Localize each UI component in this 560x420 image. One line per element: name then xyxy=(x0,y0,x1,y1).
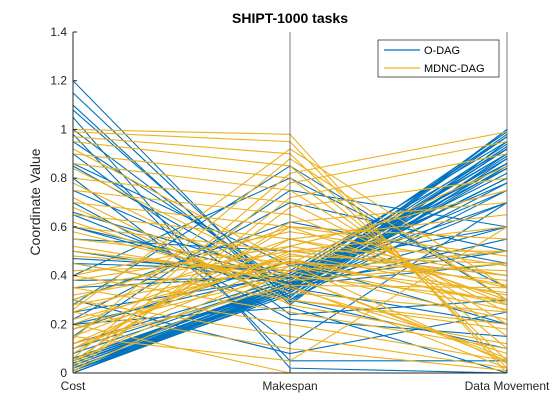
legend-label-o-dag: O-DAG xyxy=(424,45,460,57)
legend-box xyxy=(377,39,500,78)
chart-title: SHIPT-1000 tasks xyxy=(232,10,348,26)
x-tick-label-1: Makespan xyxy=(262,379,317,393)
y-tick-label-5: 1 xyxy=(60,122,67,136)
y-axis-title: Coordinate Value xyxy=(27,148,43,255)
y-tick-label-4: 0.8 xyxy=(50,171,67,185)
y-tick-label-3: 0.6 xyxy=(50,220,67,234)
y-tick-label-0: 0 xyxy=(60,366,67,380)
y-tick-label-7: 1.4 xyxy=(50,25,67,39)
legend: O-DAG MDNC-DAG xyxy=(377,39,500,78)
y-tick-label-6: 1.2 xyxy=(50,74,67,88)
y-tick-label-1: 0.2 xyxy=(50,317,67,331)
legend-label-mdnc-dag: MDNC-DAG xyxy=(424,63,485,75)
x-tick-label-2: Data Movement xyxy=(465,379,550,393)
x-tick-label-0: Cost xyxy=(61,379,86,393)
x-ticks: Cost Makespan Data Movement xyxy=(61,369,550,393)
y-ticks: 0 0.2 0.4 0.6 0.8 1 1.2 1.4 xyxy=(50,25,77,380)
y-tick-label-2: 0.4 xyxy=(50,269,67,283)
